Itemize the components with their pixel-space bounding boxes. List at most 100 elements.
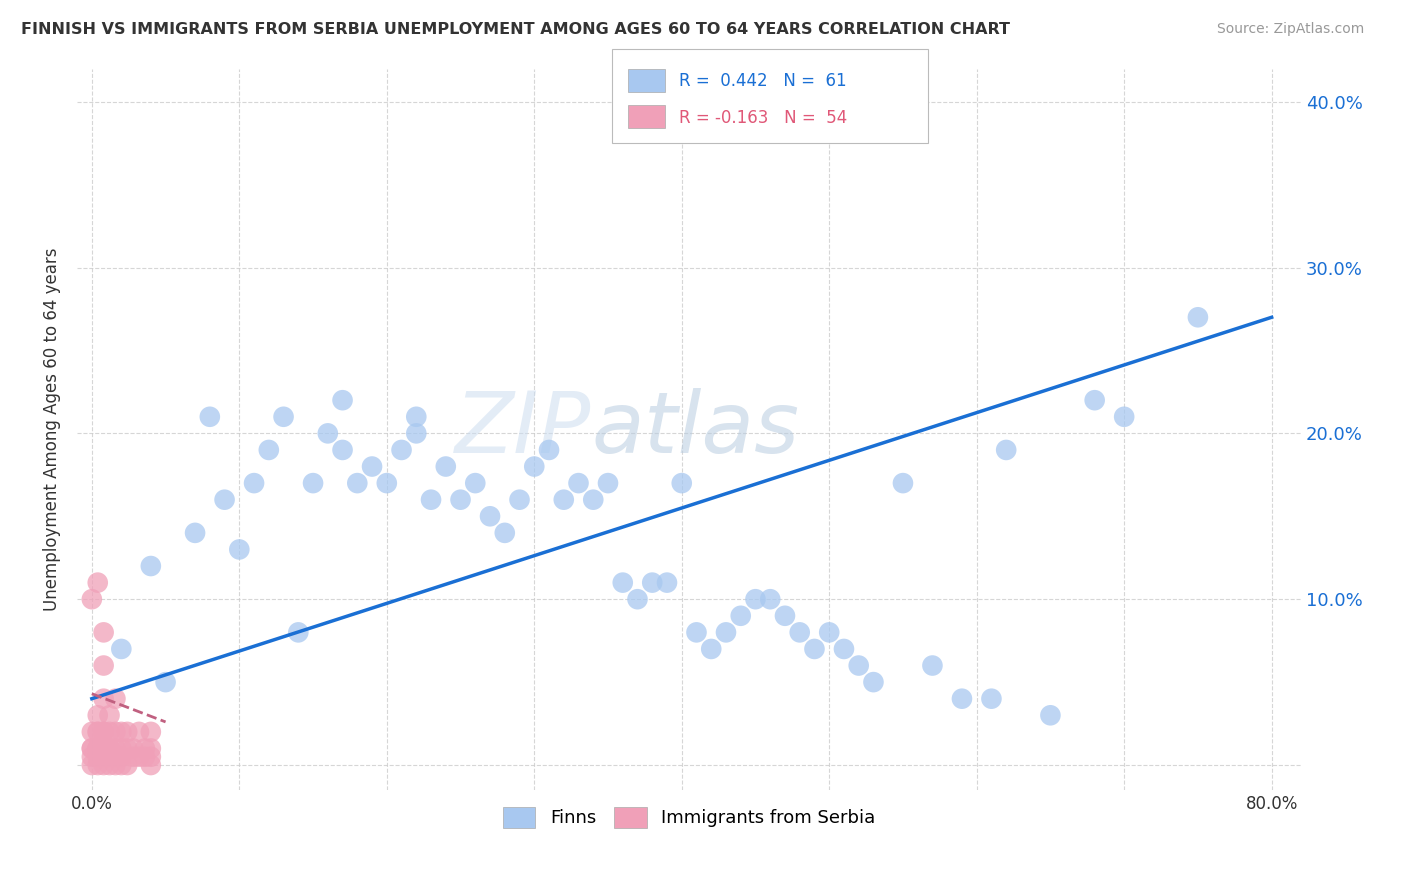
Point [98, 708, 121, 723]
Point [391, 442, 413, 457]
Point [87, 758, 110, 772]
Point [139, 758, 162, 772]
Point [789, 625, 811, 640]
Point [1187, 310, 1209, 325]
Point [122, 741, 145, 756]
Point [87, 741, 110, 756]
Point [848, 658, 870, 673]
Point [596, 476, 619, 491]
Point [730, 608, 752, 623]
Point [115, 741, 138, 756]
Point [494, 525, 516, 540]
Point [98, 724, 121, 739]
Text: Source: ZipAtlas.com: Source: ZipAtlas.com [1216, 22, 1364, 37]
Point [80, 758, 103, 772]
Point [214, 492, 236, 507]
Point [93, 741, 115, 756]
Point [759, 592, 782, 607]
Point [714, 625, 737, 640]
Point [80, 592, 103, 607]
Point [104, 691, 127, 706]
Point [139, 559, 162, 574]
Point [93, 749, 115, 764]
Point [434, 459, 457, 474]
Point [87, 749, 110, 764]
Point [980, 691, 1002, 706]
Point [995, 442, 1018, 457]
Point [134, 749, 156, 764]
Point [862, 675, 884, 690]
Point [80, 741, 103, 756]
Point [523, 459, 546, 474]
Point [93, 658, 115, 673]
Point [891, 476, 914, 491]
Point [110, 749, 132, 764]
Point [700, 642, 723, 657]
Point [273, 409, 295, 424]
Point [104, 741, 127, 756]
Point [128, 724, 150, 739]
Point [93, 749, 115, 764]
Point [87, 741, 110, 756]
Point [685, 625, 707, 640]
Point [316, 426, 339, 441]
Legend: Finns, Immigrants from Serbia: Finns, Immigrants from Serbia [496, 800, 883, 835]
Point [93, 724, 115, 739]
Point [921, 658, 943, 673]
Point [641, 575, 664, 590]
Point [93, 625, 115, 640]
Y-axis label: Unemployment Among Ages 60 to 64 years: Unemployment Among Ages 60 to 64 years [44, 247, 60, 611]
Point [104, 749, 127, 764]
Point [464, 476, 486, 491]
Point [122, 749, 145, 764]
Point [87, 575, 110, 590]
Point [1084, 393, 1107, 408]
Point [287, 625, 309, 640]
Point [93, 724, 115, 739]
Point [104, 724, 127, 739]
Point [773, 608, 796, 623]
Point [243, 476, 266, 491]
Point [375, 476, 398, 491]
Point [80, 724, 103, 739]
Point [134, 741, 156, 756]
Point [98, 758, 121, 772]
Point [332, 393, 354, 408]
Point [582, 492, 605, 507]
Point [87, 724, 110, 739]
Point [110, 758, 132, 772]
Point [93, 691, 115, 706]
Point [115, 724, 138, 739]
Text: ZIP: ZIP [456, 388, 591, 471]
Point [184, 525, 207, 540]
Point [832, 642, 855, 657]
Point [98, 741, 121, 756]
Point [626, 592, 648, 607]
Point [1114, 409, 1136, 424]
Point [479, 509, 502, 524]
Point [744, 592, 766, 607]
Point [450, 492, 472, 507]
Point [553, 492, 575, 507]
Point [110, 724, 132, 739]
Point [803, 642, 825, 657]
Point [139, 749, 162, 764]
Point [104, 758, 127, 772]
Point [198, 409, 221, 424]
Point [228, 542, 250, 557]
Point [405, 409, 427, 424]
Point [139, 724, 162, 739]
Point [87, 708, 110, 723]
Point [110, 642, 132, 657]
Point [405, 426, 427, 441]
Point [509, 492, 531, 507]
Point [155, 675, 177, 690]
Text: FINNISH VS IMMIGRANTS FROM SERBIA UNEMPLOYMENT AMONG AGES 60 TO 64 YEARS CORRELA: FINNISH VS IMMIGRANTS FROM SERBIA UNEMPL… [21, 22, 1010, 37]
Point [257, 442, 280, 457]
Point [346, 476, 368, 491]
Point [93, 758, 115, 772]
Point [537, 442, 560, 457]
Point [612, 575, 634, 590]
Point [93, 741, 115, 756]
Point [110, 741, 132, 756]
